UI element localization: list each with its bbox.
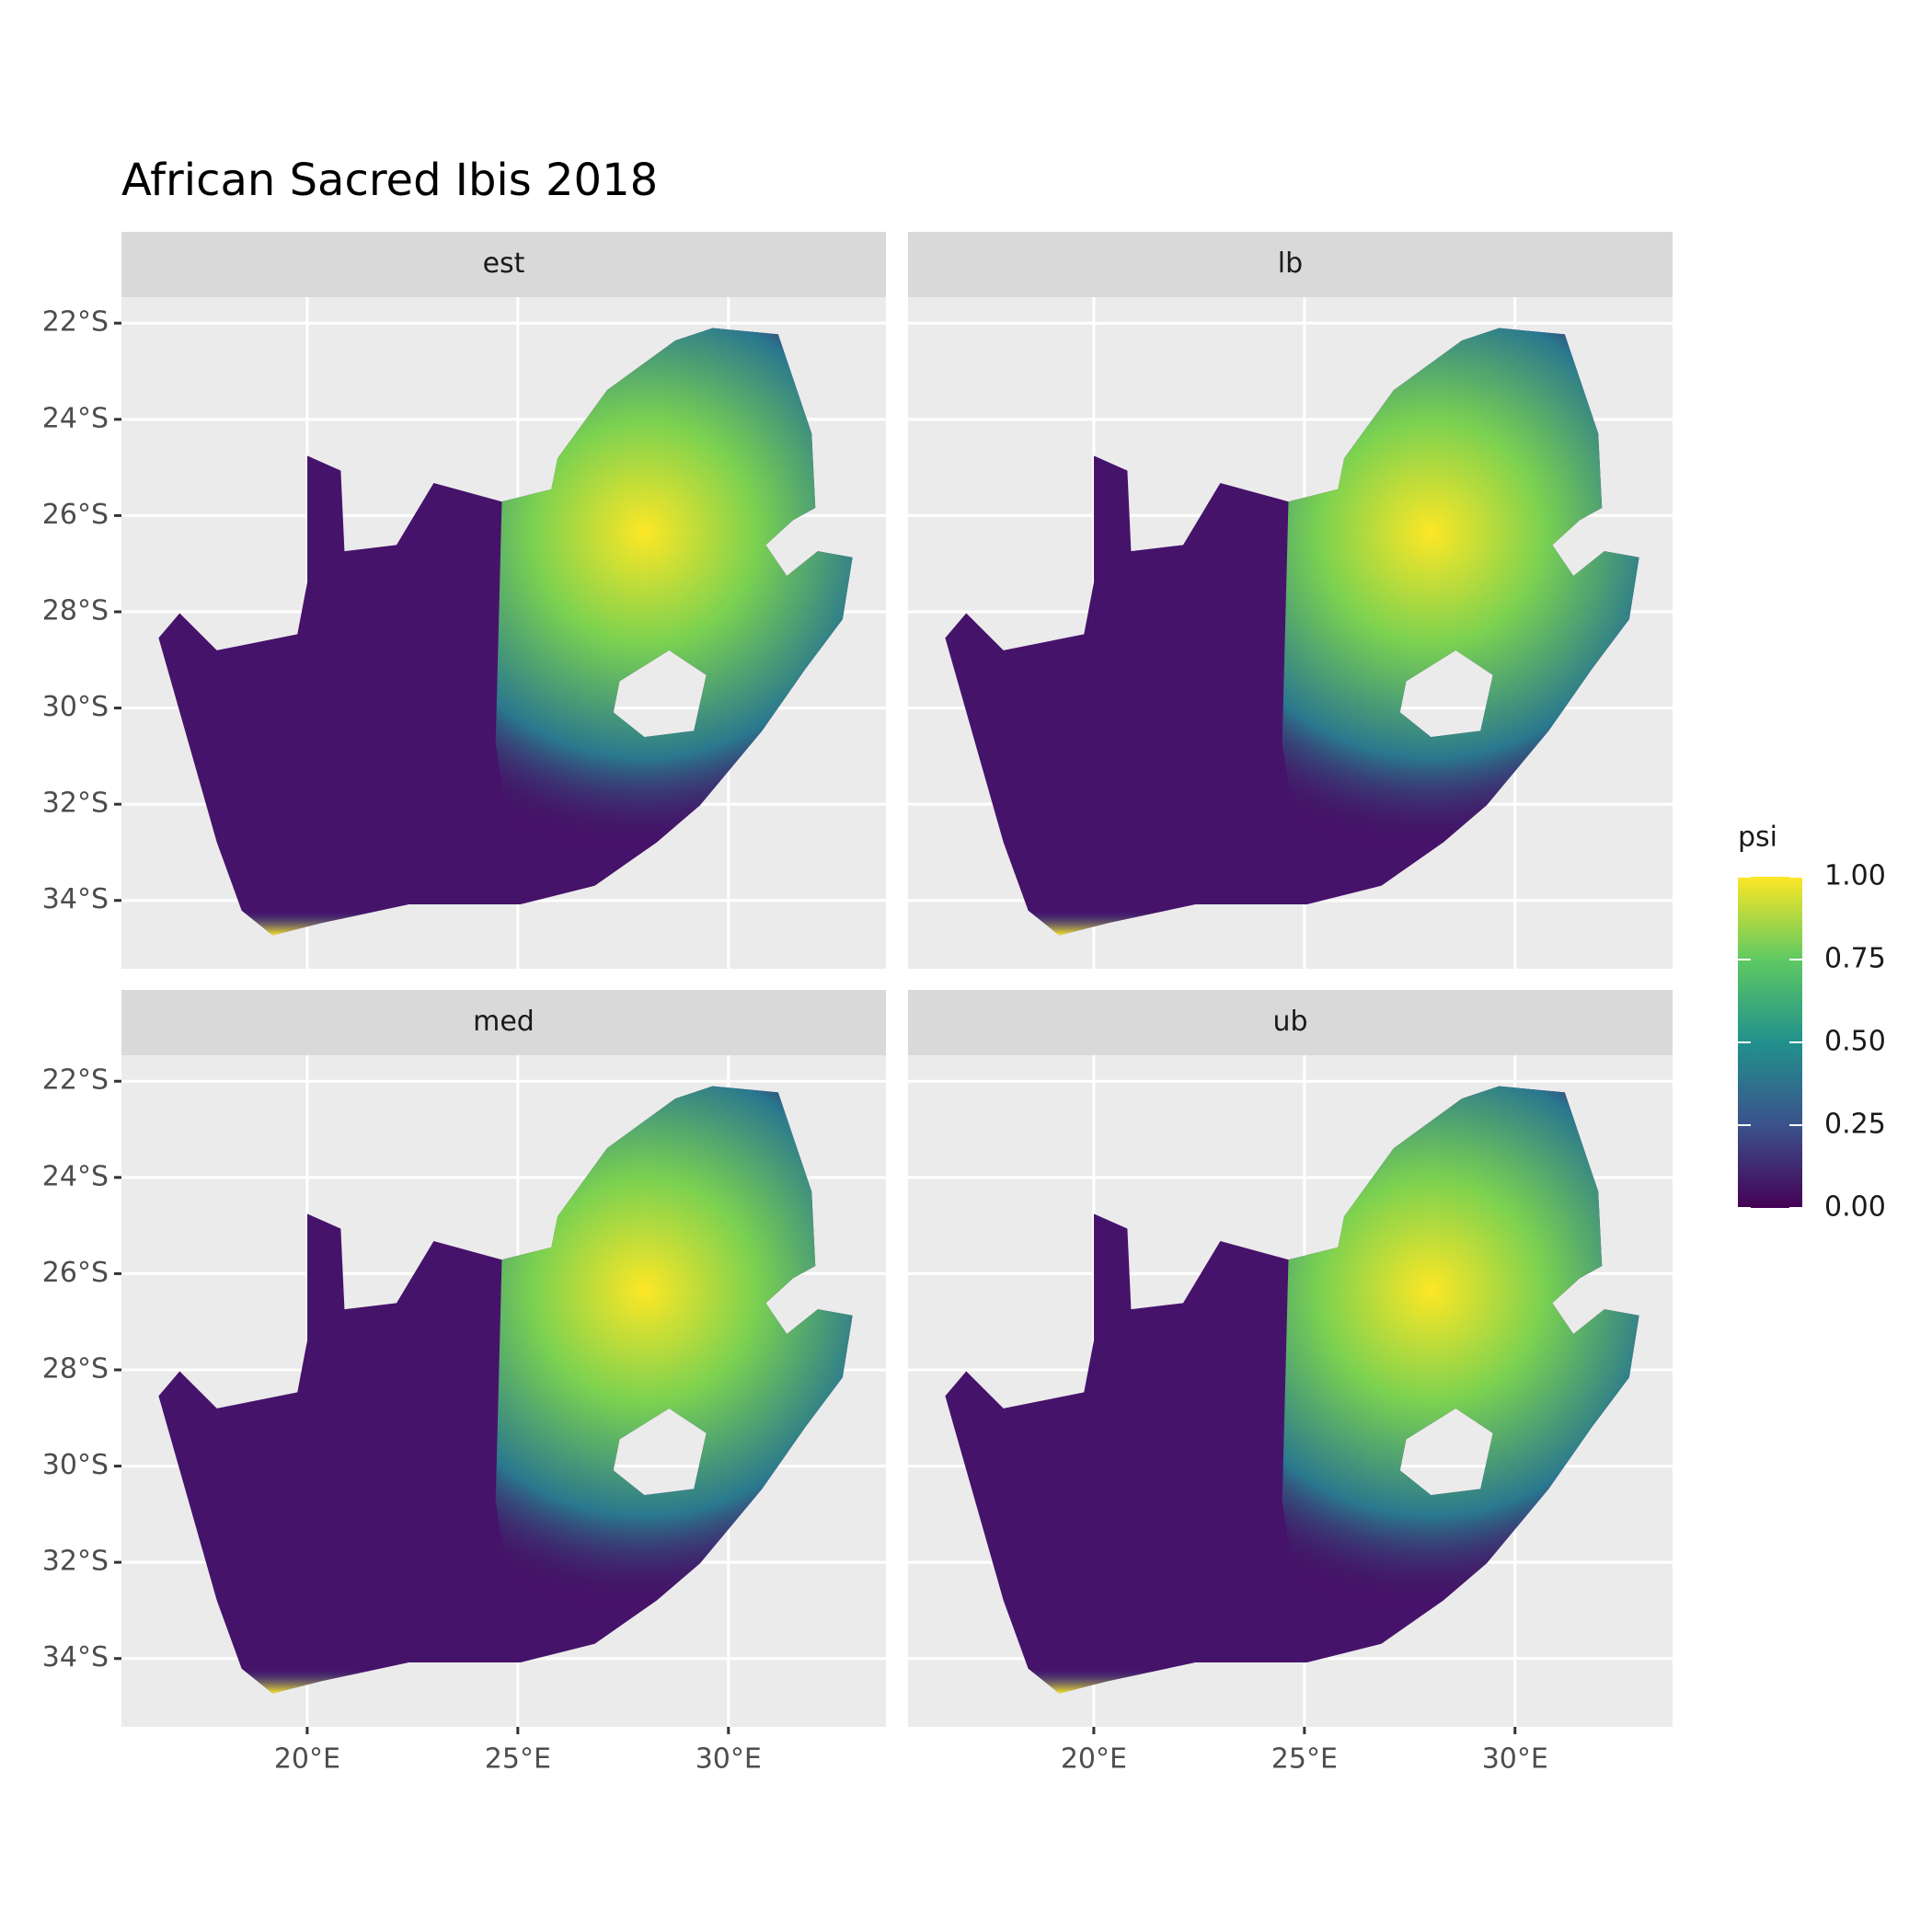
legend-tick-label: 0.00 bbox=[1824, 1191, 1886, 1224]
y-tick-label: 26°S bbox=[42, 499, 109, 531]
strip-label: est bbox=[483, 247, 525, 280]
y-tick-label: 34°S bbox=[42, 883, 109, 915]
x-tick-label: 20°E bbox=[274, 1743, 340, 1776]
strip bbox=[908, 990, 1673, 1055]
y-tick-label: 30°S bbox=[42, 691, 109, 723]
legend-tick-label: 0.25 bbox=[1824, 1109, 1886, 1141]
y-tick-label: 32°S bbox=[42, 788, 109, 820]
y-tick-label: 26°S bbox=[42, 1257, 109, 1289]
x-tick-label: 30°E bbox=[1482, 1743, 1548, 1776]
y-tick-label: 22°S bbox=[42, 1064, 109, 1097]
y-tick-label: 24°S bbox=[42, 402, 109, 434]
y-tick-label: 32°S bbox=[42, 1546, 109, 1578]
y-tick-label: 30°S bbox=[42, 1449, 109, 1481]
y-tick-label: 28°S bbox=[42, 1352, 109, 1385]
y-tick-label: 28°S bbox=[42, 594, 109, 627]
x-tick-label: 25°E bbox=[485, 1743, 551, 1776]
y-tick-label: 22°S bbox=[42, 306, 109, 339]
x-tick-label: 20°E bbox=[1061, 1743, 1127, 1776]
strip bbox=[121, 232, 886, 297]
strip-label: med bbox=[473, 1006, 535, 1038]
strip bbox=[908, 232, 1673, 297]
strip-label: lb bbox=[1278, 247, 1303, 280]
strip-label: ub bbox=[1272, 1006, 1307, 1038]
legend-tick-label: 0.75 bbox=[1824, 943, 1886, 975]
x-tick-label: 25°E bbox=[1271, 1743, 1338, 1776]
y-tick-label: 34°S bbox=[42, 1641, 109, 1673]
strip bbox=[121, 990, 886, 1055]
legend-tick-label: 0.50 bbox=[1824, 1026, 1886, 1058]
legend-title: psi bbox=[1738, 822, 1777, 854]
y-tick-label: 24°S bbox=[42, 1160, 109, 1192]
legend-tick-label: 1.00 bbox=[1824, 860, 1886, 892]
chart-title: African Sacred Ibis 2018 bbox=[121, 155, 658, 206]
x-tick-label: 30°E bbox=[696, 1743, 762, 1776]
